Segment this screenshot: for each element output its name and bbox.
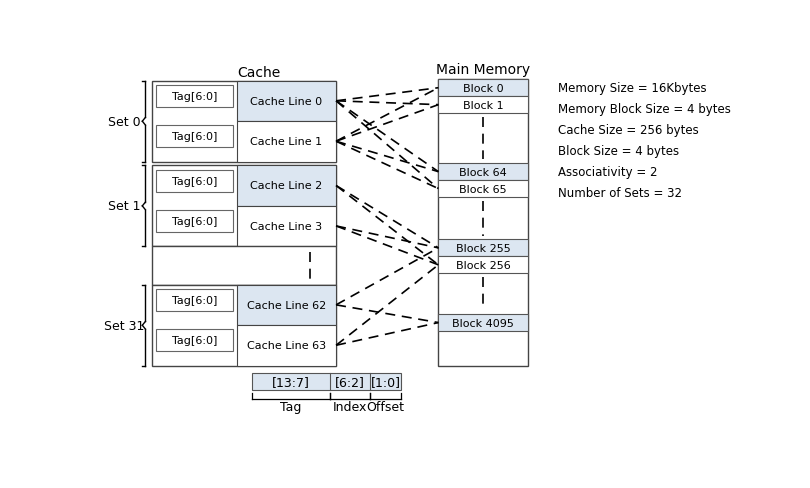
Bar (438, 80, 527, 366)
Bar (438, 181, 527, 198)
Text: Block 0: Block 0 (463, 83, 503, 94)
Bar (156, 171, 233, 192)
Text: Cache: Cache (237, 65, 281, 80)
Bar (151, 285, 336, 366)
Bar (237, 325, 336, 366)
Text: Block 4095: Block 4095 (452, 318, 514, 328)
Text: Block 255: Block 255 (455, 244, 510, 253)
Text: Block 256: Block 256 (455, 260, 510, 270)
Bar (237, 285, 336, 325)
Text: Tag[6:0]: Tag[6:0] (172, 217, 217, 226)
Text: [6:2]: [6:2] (335, 376, 365, 388)
Text: Set 0: Set 0 (109, 116, 141, 128)
Text: Cache Line 0: Cache Line 0 (250, 97, 322, 106)
Text: Tag[6:0]: Tag[6:0] (172, 132, 217, 142)
Bar (237, 166, 336, 206)
Text: Block 65: Block 65 (459, 184, 507, 194)
Bar (237, 81, 336, 122)
Bar (438, 240, 527, 257)
Bar (438, 164, 527, 181)
Bar (151, 247, 336, 285)
Bar (151, 166, 336, 247)
Text: Memory Size = 16Kbytes
Memory Block Size = 4 bytes
Cache Size = 256 bytes
Block : Memory Size = 16Kbytes Memory Block Size… (559, 81, 731, 200)
Text: Index: Index (333, 400, 367, 413)
Bar (237, 206, 336, 247)
Bar (156, 290, 233, 311)
Bar (438, 80, 527, 97)
Bar (156, 126, 233, 148)
Text: Cache Line 3: Cache Line 3 (250, 222, 322, 231)
Text: [13:7]: [13:7] (272, 376, 310, 388)
Bar (156, 330, 233, 351)
Bar (438, 97, 527, 114)
Text: Block 1: Block 1 (463, 101, 503, 110)
Bar (237, 122, 336, 163)
Bar (151, 81, 336, 163)
Text: Cache Line 63: Cache Line 63 (247, 341, 326, 350)
Text: Tag[6:0]: Tag[6:0] (172, 177, 217, 186)
Text: Set 31: Set 31 (104, 319, 145, 332)
Bar (156, 211, 233, 232)
Text: Tag[6:0]: Tag[6:0] (172, 92, 217, 102)
Text: Block 64: Block 64 (459, 167, 507, 177)
Bar (156, 86, 233, 108)
Text: Cache Line 1: Cache Line 1 (250, 137, 322, 147)
Text: Offset: Offset (367, 400, 405, 413)
Text: Tag[6:0]: Tag[6:0] (172, 336, 217, 346)
Text: [1:0]: [1:0] (371, 376, 401, 388)
Text: Cache Line 62: Cache Line 62 (247, 300, 326, 310)
Bar (438, 314, 527, 331)
Text: Set 1: Set 1 (109, 200, 141, 213)
Bar (253, 374, 401, 390)
Bar (438, 257, 527, 274)
Text: Cache Line 2: Cache Line 2 (250, 181, 322, 191)
Text: Tag: Tag (280, 400, 302, 413)
Text: Main Memory: Main Memory (436, 63, 530, 77)
Text: Tag[6:0]: Tag[6:0] (172, 296, 217, 305)
